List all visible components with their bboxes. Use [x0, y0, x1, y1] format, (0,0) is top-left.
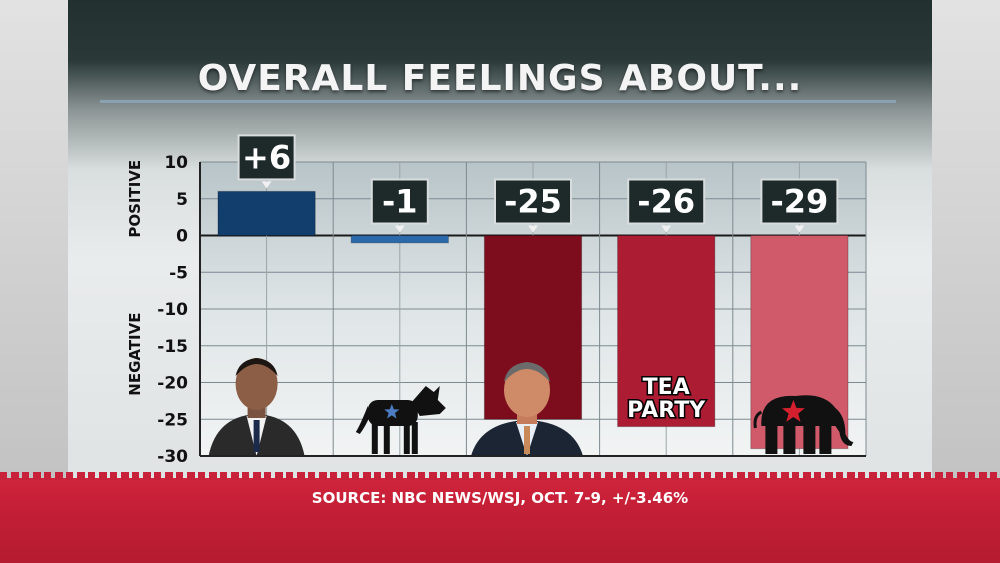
left-backdrop	[0, 0, 68, 563]
title-divider	[100, 100, 896, 103]
y-label-positive: POSITIVE	[126, 160, 144, 238]
value-callout: -1	[370, 178, 429, 233]
value-label: -29	[770, 183, 828, 221]
bar	[350, 235, 449, 244]
value-callout-box	[370, 178, 429, 225]
value-callout-box	[760, 178, 839, 225]
value-callout: -29	[760, 178, 839, 233]
tea-party-text-line2: PARTY	[627, 398, 706, 423]
y-tick-label: -5	[169, 263, 188, 283]
donkey-icon	[355, 386, 446, 454]
y-tick-label: 10	[164, 153, 188, 173]
value-callout-pointer	[528, 225, 538, 233]
bar	[617, 235, 716, 428]
boehner-photo	[471, 362, 583, 456]
obama-photo	[208, 358, 305, 456]
value-callout-pointer	[394, 225, 405, 233]
right-backdrop	[932, 0, 1000, 563]
elephant-icon	[753, 395, 854, 454]
value-label: -25	[504, 183, 562, 221]
y-tick-label: -15	[157, 337, 188, 357]
tea-party-text-line1: TEA	[643, 375, 690, 400]
value-callout-pointer	[794, 225, 805, 233]
y-tick-label: 0	[176, 227, 188, 247]
value-callout: -25	[494, 178, 572, 233]
value-callout: +6	[237, 134, 296, 189]
y-tick-label: -25	[157, 410, 188, 430]
value-callout: -26	[627, 178, 706, 233]
y-tick-label: -30	[157, 447, 188, 467]
footer-banner	[0, 472, 1000, 563]
y-tick-label: -10	[157, 300, 188, 320]
y-tick-label: -20	[157, 374, 188, 394]
value-callout-pointer	[661, 225, 672, 233]
value-label: -1	[382, 183, 418, 221]
value-callout-box	[627, 178, 706, 225]
source-note: SOURCE: NBC NEWS/WSJ, OCT. 7-9, +/-3.46%	[311, 489, 689, 507]
y-tick-label: 5	[176, 190, 188, 210]
value-callout-box	[237, 134, 296, 181]
value-label: -26	[637, 183, 695, 221]
chart-title: OVERALL FEELINGS ABOUT...	[197, 58, 803, 99]
value-label: +6	[242, 138, 291, 176]
value-callout-box	[494, 178, 572, 225]
y-label-negative: NEGATIVE	[126, 313, 144, 396]
bar	[217, 190, 316, 236]
value-callout-pointer	[261, 181, 272, 189]
